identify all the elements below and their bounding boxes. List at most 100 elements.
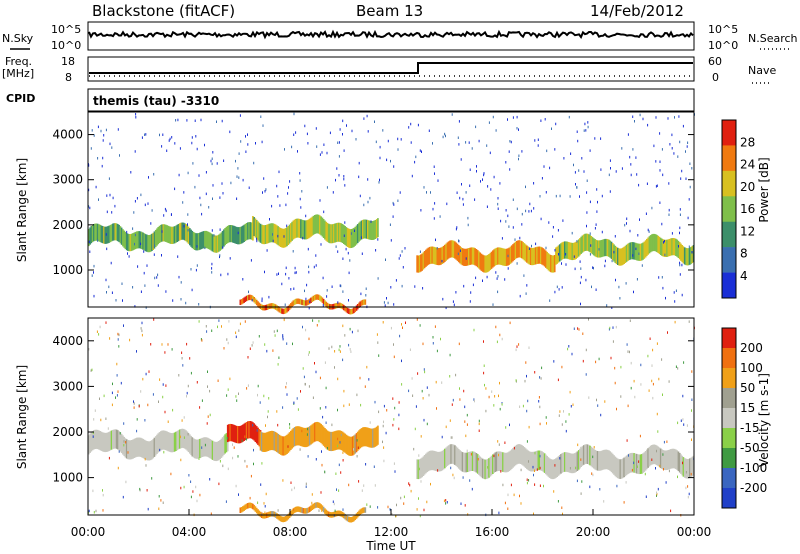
scatter-cell: [339, 510, 341, 517]
scatter-cell: [254, 218, 257, 238]
speckle-cell: [682, 461, 683, 465]
scatter-cell: [417, 255, 420, 273]
speckle-cell: [308, 270, 310, 274]
speckle-cell: [154, 276, 156, 280]
scatter-cell: [536, 450, 538, 471]
speckle-cell: [163, 450, 165, 454]
speckle-cell: [414, 427, 416, 431]
speckle-cell: [670, 509, 672, 513]
scatter-cell: [430, 450, 432, 471]
speckle-cell: [340, 471, 342, 474]
scatter-cell: [201, 231, 204, 249]
speckle-cell: [410, 122, 412, 126]
scatter-cell: [478, 251, 480, 269]
speckle-cell: [178, 173, 180, 177]
scatter-cell: [663, 450, 666, 470]
speckle-cell: [311, 501, 313, 505]
speckle-cell: [401, 250, 403, 253]
scatter-cell: [635, 453, 638, 474]
scatter-cell: [343, 512, 345, 519]
scatter-cell: [577, 450, 580, 470]
scatter-cell: [368, 220, 370, 240]
scatter-cell: [295, 506, 297, 513]
speckle-cell: [465, 434, 467, 438]
speckle-cell: [287, 445, 289, 448]
scatter-cell: [536, 246, 538, 264]
scatter-cell: [95, 429, 98, 449]
speckle-cell: [655, 185, 657, 188]
scatter-cell: [206, 437, 209, 457]
scatter-cell: [214, 235, 216, 253]
speckle-cell: [140, 390, 142, 393]
speckle-cell: [661, 276, 663, 279]
scatter-cell: [248, 294, 250, 301]
speckle-cell: [633, 290, 634, 294]
speckle-cell: [518, 157, 519, 161]
speckle-cell: [632, 148, 634, 151]
speckle-cell: [681, 169, 683, 173]
scatter-cell: [137, 437, 139, 457]
speckle-cell: [386, 409, 388, 412]
scatter-cell: [279, 307, 282, 314]
speckle-cell: [539, 195, 541, 198]
speckle-cell: [264, 190, 266, 193]
speckle-cell: [132, 286, 134, 289]
speckle-cell: [238, 493, 239, 496]
scatter-cell: [351, 516, 354, 522]
speckle-cell: [334, 509, 336, 513]
scatter-cell: [229, 225, 232, 243]
scatter-cell: [243, 423, 245, 441]
scatter-cell: [518, 444, 521, 464]
scatter-cell: [237, 426, 239, 444]
speckle-cell: [559, 194, 561, 198]
scatter-cell: [468, 452, 470, 472]
scatter-cell: [175, 225, 177, 243]
speckle-cell: [662, 393, 663, 396]
scatter-cell: [122, 229, 124, 247]
scatter-cell: [687, 458, 690, 479]
speckle-cell: [561, 423, 563, 426]
speckle-cell: [355, 138, 357, 141]
scatter-cell: [456, 243, 459, 261]
scatter-cell: [370, 428, 373, 448]
scatter-cell: [574, 242, 576, 260]
scatter-cell: [359, 429, 362, 449]
speckle-cell: [161, 343, 163, 346]
scatter-cell: [521, 241, 523, 259]
scatter-cell: [564, 241, 566, 259]
speckle-cell: [207, 370, 208, 373]
speckle-cell: [519, 236, 521, 240]
scatter-cell: [619, 459, 622, 479]
scatter-cell: [300, 507, 302, 513]
speckle-cell: [178, 374, 180, 377]
speckle-cell: [399, 191, 401, 194]
scatter-cell: [312, 295, 315, 302]
scatter-cell: [287, 513, 290, 520]
scatter-cell: [93, 430, 95, 450]
scatter-cell: [189, 228, 191, 246]
scatter-cell: [273, 303, 276, 310]
scatter-cell: [189, 434, 191, 454]
scatter-cell: [601, 239, 604, 257]
colorbar-swatch: [722, 368, 736, 389]
scatter-cell: [353, 515, 355, 522]
speckle-cell: [691, 409, 692, 412]
scatter-cell: [543, 453, 546, 473]
scatter-cell: [319, 295, 321, 301]
speckle-cell: [485, 387, 487, 390]
speckle-cell: [343, 234, 345, 237]
speckle-cell: [292, 250, 294, 253]
scatter-cell: [105, 432, 108, 452]
speckle-cell: [99, 397, 100, 400]
speckle-cell: [156, 276, 158, 279]
speckle-cell: [144, 419, 146, 422]
speckle-cell: [665, 481, 667, 484]
speckle-cell: [446, 501, 448, 504]
speckle-cell: [678, 245, 679, 248]
speckle-cell: [221, 182, 223, 185]
speckle-cell: [265, 492, 267, 496]
scatter-cell: [494, 248, 497, 266]
scatter-cell: [243, 224, 245, 242]
scatter-cell: [359, 221, 362, 241]
